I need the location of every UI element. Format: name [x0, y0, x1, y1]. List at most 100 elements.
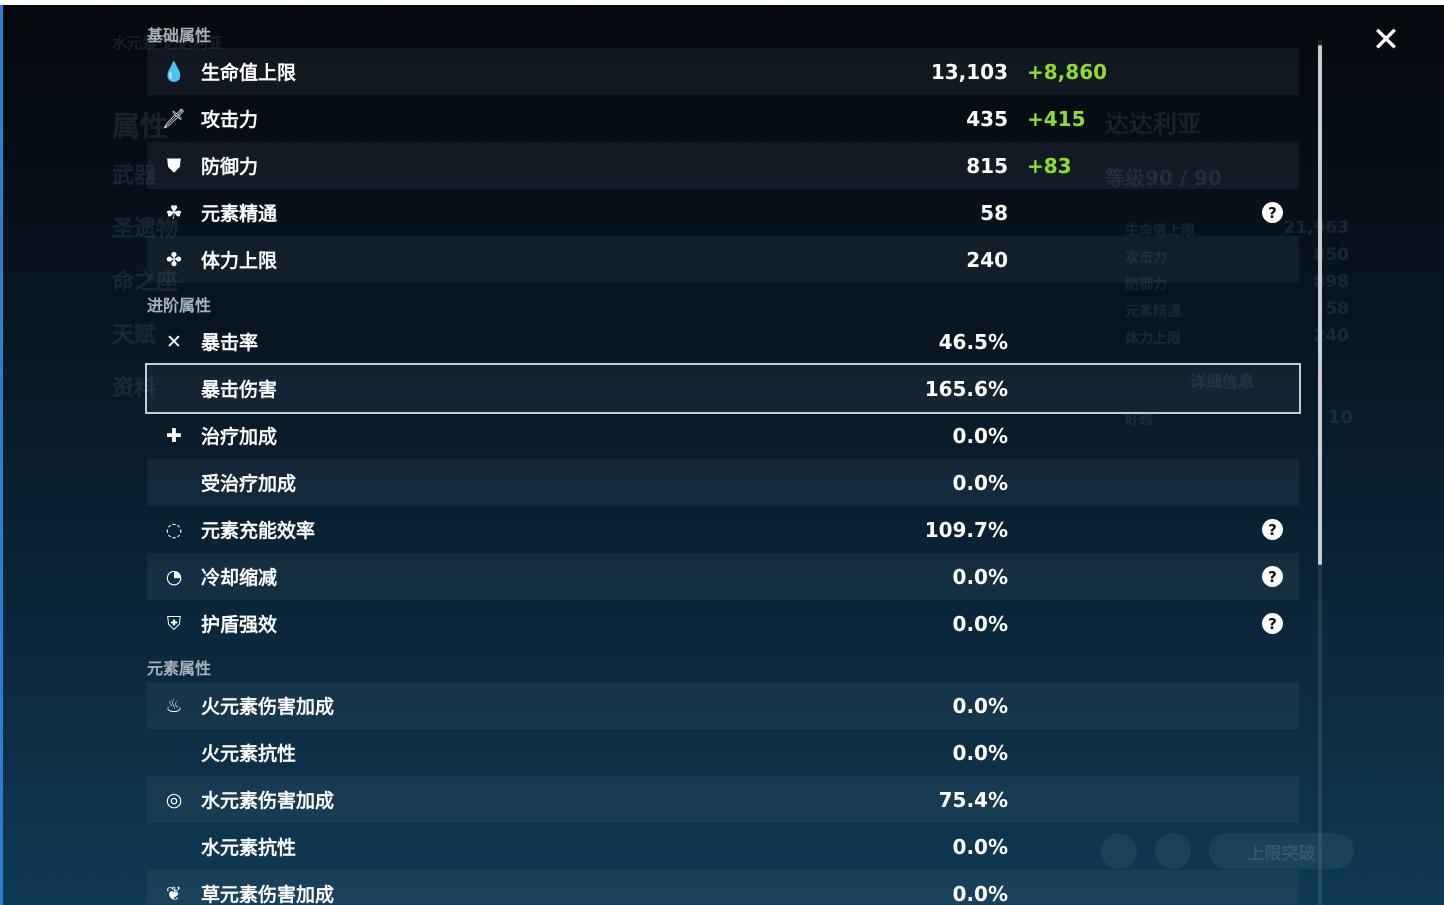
stat-bonus: +8,860 [1027, 59, 1108, 84]
bg-side-stat-label: 体力上限 [1125, 331, 1181, 347]
hydro-icon: ◎ [165, 788, 183, 811]
stat-value: 109.7% [924, 517, 1008, 542]
stat-value: 0.0% [952, 834, 1008, 859]
healing-bonus-icon: ✚ [166, 424, 182, 447]
stat-value: 0.0% [952, 740, 1008, 765]
stat-label: 火元素抗性 [201, 743, 297, 765]
bg-side-stat-value: 21,963 [1283, 218, 1349, 238]
section-header: 进阶属性 [147, 296, 212, 315]
section-header: 基础属性 [147, 26, 212, 45]
stat-label: 火元素伤害加成 [201, 696, 335, 718]
stat-value: 75.4% [938, 787, 1008, 812]
stat-label: 水元素抗性 [201, 837, 297, 859]
bg-friendship-value: 10 [1328, 407, 1354, 428]
bg-menu-item[interactable]: 命之座 [112, 270, 179, 295]
bg-side-stat-label: 元素精通 [1125, 304, 1181, 320]
window-left-edge [0, 5, 3, 905]
hp-drop-icon: 💧 [162, 61, 186, 83]
stat-label: 水元素伤害加成 [201, 790, 335, 812]
section-header: 元素属性 [147, 659, 212, 678]
elemental-mastery-icon: ☘ [165, 201, 183, 224]
stat-row[interactable]: ✚ 治疗加成 0.0% [147, 412, 1299, 459]
stamina-icon: ✤ [166, 248, 182, 271]
stat-label: 防御力 [201, 156, 259, 178]
breakthrough-button[interactable]: 上限突破 [1209, 833, 1354, 869]
stat-value: 0.0% [952, 881, 1008, 905]
stat-label: 体力上限 [201, 250, 278, 272]
stat-label: 治疗加成 [201, 426, 278, 448]
crit-damage-icon [161, 376, 187, 402]
bg-menu-item[interactable]: 属性 [112, 110, 169, 143]
crit-rate-icon: ✕ [166, 330, 182, 353]
stat-row[interactable]: ⛨ 护盾强效 0.0%? [147, 600, 1299, 647]
close-icon: ✕ [1371, 20, 1401, 60]
bg-details-button[interactable]: 详细信息 [1190, 372, 1255, 391]
scrollbar-thumb[interactable] [1318, 45, 1322, 565]
bg-side-stat-value: 898 [1313, 272, 1350, 292]
cd-reduction-icon: ◔ [165, 565, 183, 588]
bg-wardrobe-button[interactable] [1155, 833, 1191, 869]
bg-side-stat-label: 攻击力 [1125, 250, 1167, 266]
stat-row[interactable]: 💧 生命值上限 13,103 +8,860 [147, 48, 1299, 95]
stat-row[interactable]: ⛊ 防御力 815 +83 [147, 142, 1299, 189]
stat-value: 0.0% [952, 693, 1008, 718]
bg-menu-item[interactable]: 圣遗物 [112, 217, 179, 242]
stat-label: 攻击力 [201, 109, 259, 131]
stat-bonus: +83 [1027, 153, 1072, 178]
stat-label: 受治疗加成 [201, 473, 297, 495]
stat-label: 暴击伤害 [201, 379, 278, 401]
stat-row[interactable]: ✕ 暴击率 46.5% [147, 318, 1299, 365]
stat-bonus: +415 [1027, 106, 1086, 131]
stat-row[interactable]: ☘ 元素精通 58? [147, 189, 1299, 236]
stat-value: 58 [980, 200, 1008, 225]
stat-label: 草元素伤害加成 [201, 884, 335, 905]
help-icon[interactable]: ? [1262, 613, 1283, 634]
stat-row[interactable]: 暴击伤害 165.6% [145, 363, 1301, 414]
dendro-icon: ❦ [166, 882, 182, 905]
stat-row[interactable]: 火元素抗性 0.0% [147, 729, 1299, 776]
stat-row[interactable]: ✤ 体力上限 240 [147, 236, 1299, 283]
bg-friendship-label: 好感 [1125, 412, 1153, 428]
stat-row[interactable]: ◎ 水元素伤害加成 75.4% [147, 776, 1299, 823]
close-button[interactable]: ✕ [1368, 20, 1404, 60]
stat-value: 46.5% [938, 329, 1008, 354]
bg-side-stat-label: 防御力 [1125, 277, 1167, 293]
stat-value: 240 [966, 247, 1008, 272]
stat-label: 冷却缩减 [201, 567, 278, 589]
stat-label: 护盾强效 [201, 614, 278, 636]
defense-shield-icon: ⛊ [166, 154, 182, 177]
bg-character-name: 达达利亚 [1105, 110, 1201, 138]
bg-menu-item[interactable]: 天赋 [112, 323, 157, 348]
stat-row[interactable]: ◔ 冷却缩减 0.0%? [147, 553, 1299, 600]
bg-level: 等级90 / 90 [1105, 166, 1222, 190]
stat-row[interactable]: ◌ 元素充能效率 109.7%? [147, 506, 1299, 553]
stat-label: 元素充能效率 [201, 520, 316, 542]
stat-row[interactable]: 水元素抗性 0.0% [147, 823, 1299, 870]
stat-value: 13,103 [930, 59, 1008, 84]
stat-value: 0.0% [952, 564, 1008, 589]
bg-side-stat-value: 240 [1313, 326, 1350, 346]
bg-side-stat-value: 850 [1313, 245, 1350, 265]
help-icon[interactable]: ? [1262, 519, 1283, 540]
stat-value: 815 [966, 153, 1008, 178]
stat-value: 0.0% [952, 611, 1008, 636]
bg-menu-item[interactable]: 资料 [112, 376, 157, 401]
help-icon[interactable]: ? [1262, 202, 1283, 223]
bg-character-title: 水元素·达达利亚 [112, 34, 223, 52]
stat-label: 暴击率 [201, 332, 259, 354]
stat-value: 0.0% [952, 470, 1008, 495]
energy-recharge-icon: ◌ [165, 518, 183, 541]
stat-row[interactable]: 受治疗加成 0.0% [147, 459, 1299, 506]
shield-strength-icon: ⛨ [166, 612, 182, 635]
pyro-icon: ♨ [165, 694, 183, 717]
stat-row[interactable]: 🗡 攻击力 435 +415 [147, 95, 1299, 142]
bg-side-stat-label: 生命值上限 [1125, 223, 1195, 239]
bg-menu-item[interactable]: 武器 [112, 164, 157, 189]
help-icon[interactable]: ? [1262, 566, 1283, 587]
stat-value: 165.6% [924, 376, 1008, 401]
stat-row[interactable]: ♨ 火元素伤害加成 0.0% [147, 682, 1299, 729]
stat-row[interactable]: ❦ 草元素伤害加成 0.0% [147, 870, 1299, 905]
bg-outfit-button[interactable] [1101, 833, 1137, 869]
stat-value: 0.0% [952, 423, 1008, 448]
stat-value: 435 [966, 106, 1008, 131]
